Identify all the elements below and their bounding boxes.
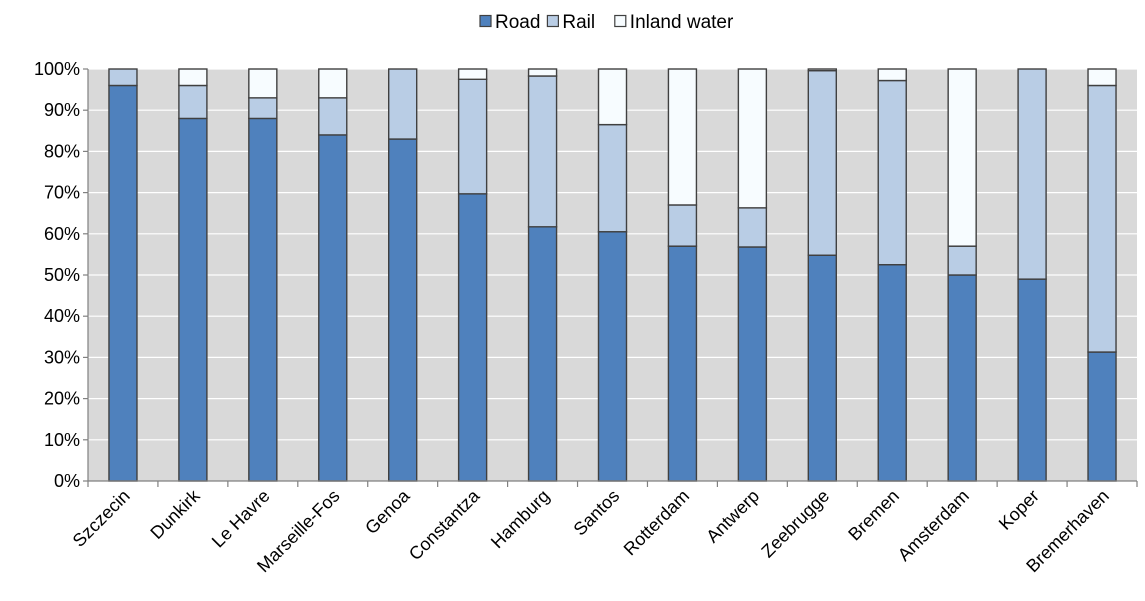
bar-road [248, 117, 278, 482]
bar-inland-water [527, 68, 558, 77]
x-tick-label: Zeebrugge [757, 486, 833, 562]
bar-rail [877, 79, 907, 266]
x-tick-label: Antwerp [702, 486, 763, 547]
bar-rail [947, 245, 977, 276]
y-tick-labels: 0% 10% 20% 30% 40% 50% 60% 70% 80% 90% 100% [34, 59, 80, 491]
bar-rail [527, 75, 558, 228]
bar-rail [1087, 84, 1117, 353]
bar-rail [667, 204, 698, 247]
bar-road [597, 231, 628, 482]
x-tick-label: Amsterdam [894, 486, 973, 565]
bar-inland-water [947, 68, 977, 247]
legend-label: Inland water [630, 12, 734, 33]
bar-road [807, 254, 837, 482]
bar-inland-water [318, 68, 348, 99]
bar-inland-water [1087, 68, 1117, 87]
bar-road [457, 193, 488, 482]
axes [83, 68, 1138, 487]
y-tick-label: 10% [44, 430, 80, 450]
legend-label: Rail [562, 12, 595, 33]
bar-road [667, 245, 698, 482]
x-tick-label: Genoa [361, 485, 414, 538]
bar-inland-water [807, 68, 837, 72]
bar-inland-water [248, 68, 278, 99]
y-tick-label: 100% [34, 59, 80, 79]
bar-rail [388, 68, 418, 140]
bar-rail [807, 69, 837, 256]
x-tick-label: Koper [995, 486, 1043, 534]
legend-swatch [479, 14, 492, 28]
bar-rail [1017, 68, 1047, 280]
legend-swatch [614, 14, 627, 28]
y-tick-label: 70% [44, 183, 80, 203]
bar-road [877, 264, 907, 482]
legend-swatch [546, 14, 560, 28]
bar-road [1017, 278, 1047, 482]
bar-inland-water [597, 68, 628, 126]
bar-rail [597, 123, 628, 233]
legend: Road Rail Inland water [479, 12, 734, 33]
y-tick-label: 50% [44, 265, 80, 285]
bar-road [947, 274, 977, 482]
y-tick-label: 40% [44, 306, 80, 326]
bar-rail [108, 68, 138, 87]
bar-rail [248, 97, 278, 120]
y-tick-label: 60% [44, 224, 80, 244]
bar-inland-water [667, 68, 698, 206]
bar-inland-water [178, 68, 208, 87]
bars [108, 68, 1117, 482]
x-tick-label: Le Havre [208, 486, 274, 552]
bar-road [318, 134, 348, 482]
y-tick-label: 0% [54, 471, 80, 491]
y-tick-label: 90% [44, 100, 80, 120]
x-tick-label: Szczecin [69, 486, 134, 551]
bar-inland-water [877, 68, 907, 82]
bar-road [527, 226, 558, 482]
x-tick-label: Constantza [405, 485, 484, 564]
bar-rail [318, 97, 348, 136]
bar-rail [178, 84, 208, 120]
x-tick-label: Rotterdam [620, 486, 694, 560]
bar-inland-water [737, 68, 768, 209]
y-tick-label: 80% [44, 141, 80, 161]
bar-inland-water [457, 68, 488, 81]
legend-label: Road [495, 12, 540, 33]
y-tick-label: 30% [44, 347, 80, 367]
bar-road [388, 138, 418, 482]
bar-road [178, 117, 208, 482]
bar-road [1087, 351, 1117, 482]
bar-rail [457, 78, 488, 195]
x-tick-label: Dunkirk [146, 485, 204, 543]
x-tick-label: Bremen [844, 486, 903, 545]
x-tick-label: Hamburg [487, 486, 553, 552]
bar-road [737, 246, 768, 482]
bar-road [108, 84, 138, 482]
x-tick-label: Santos [570, 486, 624, 540]
y-tick-label: 20% [44, 389, 80, 409]
bar-rail [737, 207, 768, 248]
